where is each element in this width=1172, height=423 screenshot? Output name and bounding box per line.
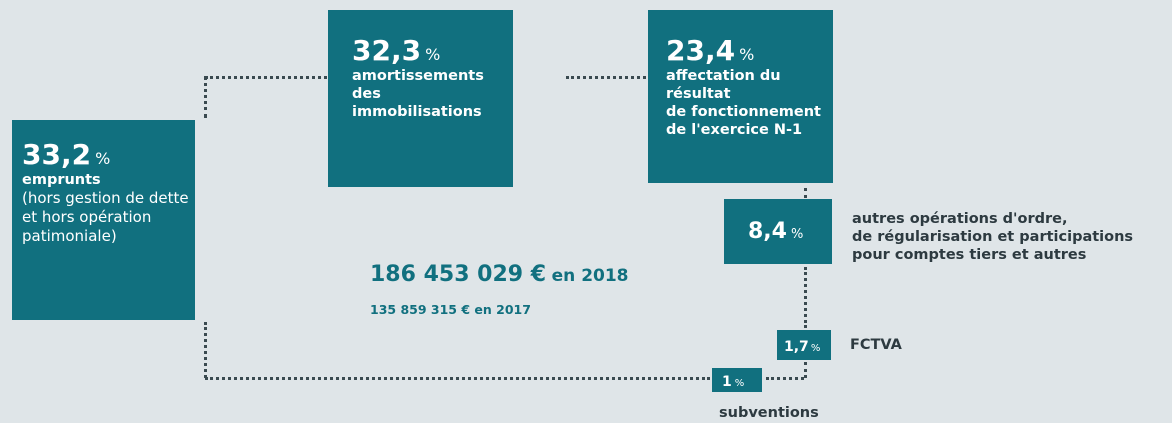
label: de régularisation et participations [852,229,1134,245]
label: des immobilisations [352,86,482,120]
value: 33,2 [22,138,92,171]
connector [204,322,207,378]
value: 32,3 [352,34,422,67]
connector [766,377,804,380]
block: 8,4% [724,199,832,264]
value: 8,4 [748,219,787,244]
connector [566,76,646,79]
label: affectation du résultat [666,68,781,102]
connector [804,188,807,198]
note: et hors opération [22,208,152,226]
block: 33,2% emprunts (hors gestion de dette et … [12,120,195,320]
connector [804,362,807,378]
label: subventions [719,405,819,421]
label: de l'exercice N-1 [666,122,803,138]
total-year: en 2018 [551,266,629,286]
note: (hors gestion de dette [22,189,189,207]
value: 23,4 [666,34,736,67]
connector [204,76,207,118]
label: emprunts [22,172,101,188]
unit: % [734,378,745,389]
label: pour comptes tiers et autres [852,247,1087,263]
block: 1% [712,368,762,392]
label: FCTVA [850,337,902,353]
connector [804,267,807,328]
note: patimoniale) [22,227,117,245]
connector [205,76,327,79]
value: 1 [722,374,732,390]
unit: % [810,343,821,354]
block: 1,7% [777,330,831,360]
unit: % [739,45,755,64]
previous-amount: 135 859 315 € [370,302,471,317]
block: 23,4% affectation du résultat de fonction… [648,10,833,183]
block: 32,3% amortissements des immobilisations [328,10,513,187]
label: amortissements [352,68,484,84]
connector [205,377,710,380]
unit: % [95,149,111,168]
value: 1,7 [784,339,809,355]
total-amount: 186 453 029 € [370,262,547,287]
label: autres opérations d'ordre, [852,211,1068,227]
unit: % [790,227,804,242]
label: de fonctionnement [666,104,821,120]
previous-year: en 2017 [474,302,531,317]
unit: % [425,45,441,64]
